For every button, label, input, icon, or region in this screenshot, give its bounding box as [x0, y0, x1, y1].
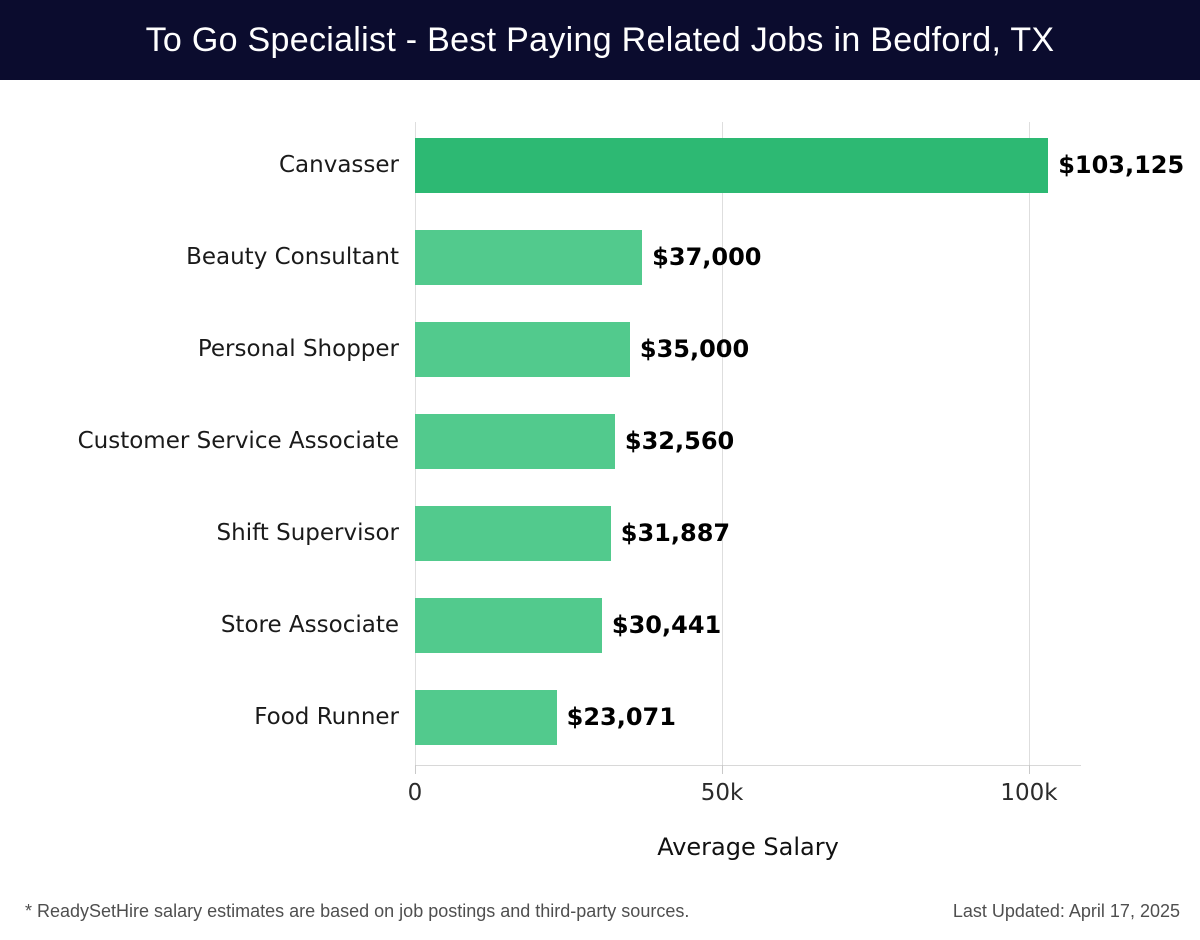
chart-header: To Go Specialist - Best Paying Related J…: [0, 0, 1200, 80]
category-label: Store Associate: [220, 612, 399, 638]
salary-bar: [415, 321, 630, 377]
salary-bar: [415, 413, 615, 469]
category-label: Canvasser: [278, 152, 399, 178]
bar-row: Personal Shopper $35,000: [0, 303, 1200, 395]
axis-tick: [722, 765, 723, 774]
category-label: Shift Supervisor: [216, 520, 399, 546]
x-axis-title: Average Salary: [657, 833, 839, 861]
x-axis-line: [415, 765, 1081, 766]
value-label: $30,441: [611, 611, 722, 639]
category-label: Beauty Consultant: [186, 244, 399, 270]
category-label: Personal Shopper: [197, 336, 399, 362]
value-label: $35,000: [639, 335, 750, 363]
value-label: $32,560: [624, 427, 735, 455]
grid-line: [722, 122, 723, 765]
bar-row: Beauty Consultant $37,000: [0, 211, 1200, 303]
x-tick-label: 100k: [1000, 780, 1058, 806]
bar-row: Canvasser $103,125: [0, 119, 1200, 211]
x-tick-label: 0: [407, 780, 423, 806]
value-label: $103,125: [1058, 151, 1185, 179]
value-label: $37,000: [652, 243, 762, 271]
page-title: To Go Specialist - Best Paying Related J…: [145, 20, 1055, 59]
bar-row: Customer Service Associate $32,560: [0, 395, 1200, 487]
grid-line: [1029, 122, 1030, 765]
footer-disclaimer: * ReadySetHire salary estimates are base…: [25, 901, 690, 921]
salary-bar: [415, 137, 1049, 193]
bar-row: Shift Supervisor $31,887: [0, 487, 1200, 579]
salary-bar: [415, 597, 602, 653]
bar-row: Food Runner $23,071: [0, 671, 1200, 763]
value-label: $31,887: [620, 519, 731, 547]
bar-row: Store Associate $30,441: [0, 579, 1200, 671]
axis-tick: [415, 765, 416, 774]
salary-bar: [415, 505, 611, 561]
category-label: Food Runner: [254, 704, 399, 730]
value-label: $23,071: [566, 703, 676, 731]
salary-bar: [415, 229, 643, 285]
category-label: Customer Service Associate: [77, 428, 399, 454]
footer-last-updated: Last Updated: April 17, 2025: [952, 901, 1180, 921]
x-tick-label: 50k: [700, 780, 744, 806]
axis-tick: [1029, 765, 1030, 774]
salary-bar: [415, 689, 557, 745]
